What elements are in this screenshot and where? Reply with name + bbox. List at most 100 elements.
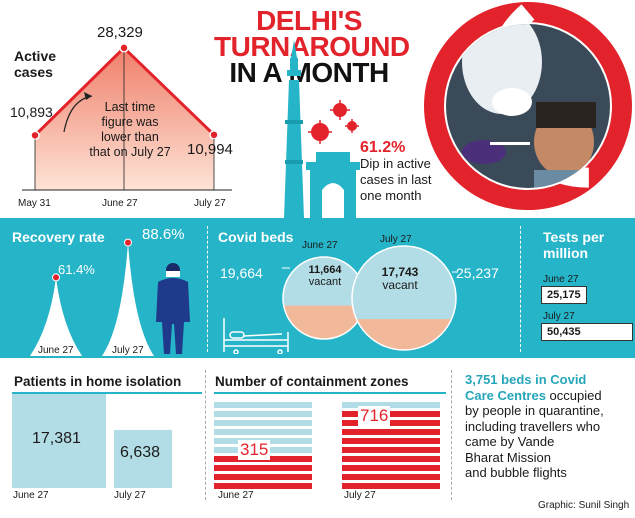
divider-4: [451, 370, 453, 500]
covid-beds-chart: [282, 245, 458, 351]
care-line6: Bharat Mission: [465, 449, 551, 465]
containment-stripe: [342, 465, 440, 471]
covid-beds-title: Covid beds: [218, 229, 294, 245]
containment-stripe: [342, 411, 440, 417]
recovery-label-2: 88.6%: [142, 226, 185, 243]
active-cases-value-1: 10,893: [10, 104, 53, 120]
containment-stripe: [342, 474, 440, 480]
home-isolation-date-1: June 27: [13, 490, 49, 501]
tests-july-date: July 27: [543, 311, 575, 322]
containment-stripe: [342, 420, 440, 426]
containment-stripe: [342, 456, 440, 462]
active-cases-point: [209, 130, 219, 140]
qutub-minar-icon: [284, 40, 304, 218]
care-line7: and bubble flights: [465, 465, 567, 480]
divider-2: [520, 226, 522, 352]
containment-stripe: [342, 438, 440, 444]
headline-line1: DELHI'S: [256, 5, 362, 36]
july-vacant-value: 17,743: [381, 265, 419, 279]
dip-line3: one month: [360, 188, 422, 203]
containment-stripe: [342, 447, 440, 453]
containment-stripe: [342, 429, 440, 435]
containment-stripe: [214, 429, 312, 435]
active-cases-area: [35, 47, 214, 191]
active-cases-date-2: June 27: [102, 198, 138, 209]
dip-line2: cases in last: [360, 172, 432, 187]
tests-title-line2: million: [543, 245, 589, 261]
care-line4: including travellers who: [465, 418, 601, 434]
containment-stripe: [214, 402, 312, 408]
divider-1: [207, 226, 209, 352]
dip-line1: Dip in active: [360, 156, 431, 171]
july-vacant-word: vacant: [382, 278, 418, 292]
active-cases-value-3: 10,994: [187, 141, 233, 158]
home-isolation-bar: [114, 429, 173, 488]
active-cases-point: [30, 130, 40, 141]
home-isolation-bar: [12, 394, 106, 488]
containment-title: Number of containment zones: [215, 374, 409, 389]
home-isolation-chart: [12, 394, 173, 488]
june-vacant-value: 11,664: [308, 264, 342, 276]
divider-3: [205, 370, 207, 500]
active-cases-date-1: May 31: [18, 198, 51, 209]
care-line3: by people in quarantine,: [465, 403, 604, 418]
june-total-beds: 19,664: [220, 265, 263, 281]
containment-date-1: June 27: [218, 490, 254, 501]
containment-stripe: [214, 465, 312, 471]
tests-june-value: 25,175: [541, 286, 587, 304]
care-line5: came by Vande: [465, 434, 555, 449]
dip-donut-chart: [424, 2, 632, 210]
headline: DELHI'S TURNAROUND IN A MONTH: [214, 5, 410, 88]
care-highlight-line1: 3,751 beds in Covid: [465, 372, 587, 387]
active-cases-point: [119, 43, 129, 53]
tests-july-value: 50,435: [541, 323, 633, 341]
virus-icon: [308, 100, 359, 144]
containment-stripe: [214, 420, 312, 426]
home-isolation-value-1: 17,381: [32, 430, 81, 447]
recovery-peak: [102, 242, 154, 356]
care-rest-line2: occupied: [545, 387, 602, 403]
home-isolation-value-2: 6,638: [120, 444, 161, 461]
note-line2: figure was: [101, 115, 159, 129]
recovery-peak-point: [124, 238, 132, 247]
note-line1: Last time: [104, 100, 156, 114]
dip-annotation: 61.2% Dip in active cases in last one mo…: [360, 140, 470, 204]
recovery-peak: [30, 277, 82, 356]
july-total-beds: 25,237: [456, 265, 499, 281]
tests-title-line1: Tests per: [543, 229, 605, 245]
health-worker-icon: [446, 24, 610, 188]
containment-stripe: [214, 483, 312, 489]
hospital-bed-icon: [223, 318, 289, 354]
recovery-peak-point: [52, 273, 60, 282]
active-cases-title-line2: cases: [14, 64, 53, 80]
recovery-date-2: July 27: [112, 345, 144, 356]
june-vacant-word: vacant: [308, 276, 342, 288]
headline-line3: IN A MONTH: [229, 57, 389, 88]
home-isolation-date-2: July 27: [114, 490, 146, 501]
containment-stripe: [214, 474, 312, 480]
note-arrowhead: [84, 92, 92, 100]
active-cases-date-3: July 27: [194, 198, 226, 209]
active-cases-note: Last time figure was lower than that on …: [84, 100, 176, 160]
home-isolation-title: Patients in home isolation: [14, 374, 182, 389]
active-cases-chart: [22, 43, 232, 191]
home-isolation-rule: [12, 392, 202, 394]
containment-value-1: 315: [238, 440, 271, 460]
headline-line2: TURNAROUND: [214, 31, 410, 62]
containment-stripe: [342, 402, 440, 408]
tests-june-date: June 27: [543, 274, 579, 285]
active-cases-title: Active cases: [14, 48, 56, 80]
recovery-chart: [30, 238, 154, 356]
care-centres-note: 3,751 beds in Covid Care Centres occupie…: [465, 372, 635, 481]
containment-stripe: [342, 483, 440, 489]
recovery-label-1: 61.4%: [58, 262, 95, 277]
india-gate-icon: [306, 152, 360, 218]
active-cases-title-line1: Active: [14, 48, 57, 64]
graphic-credit: Graphic: Sunil Singh: [538, 500, 630, 511]
dip-percent: 61.2%: [360, 139, 406, 156]
containment-date-2: July 27: [344, 490, 376, 501]
health-worker-ppe-icon: [156, 263, 190, 354]
july-vacant-label: 17,743 vacant: [368, 266, 432, 292]
june-vacant-label: 11,664 vacant: [296, 264, 354, 288]
recovery-title: Recovery rate: [12, 229, 105, 245]
